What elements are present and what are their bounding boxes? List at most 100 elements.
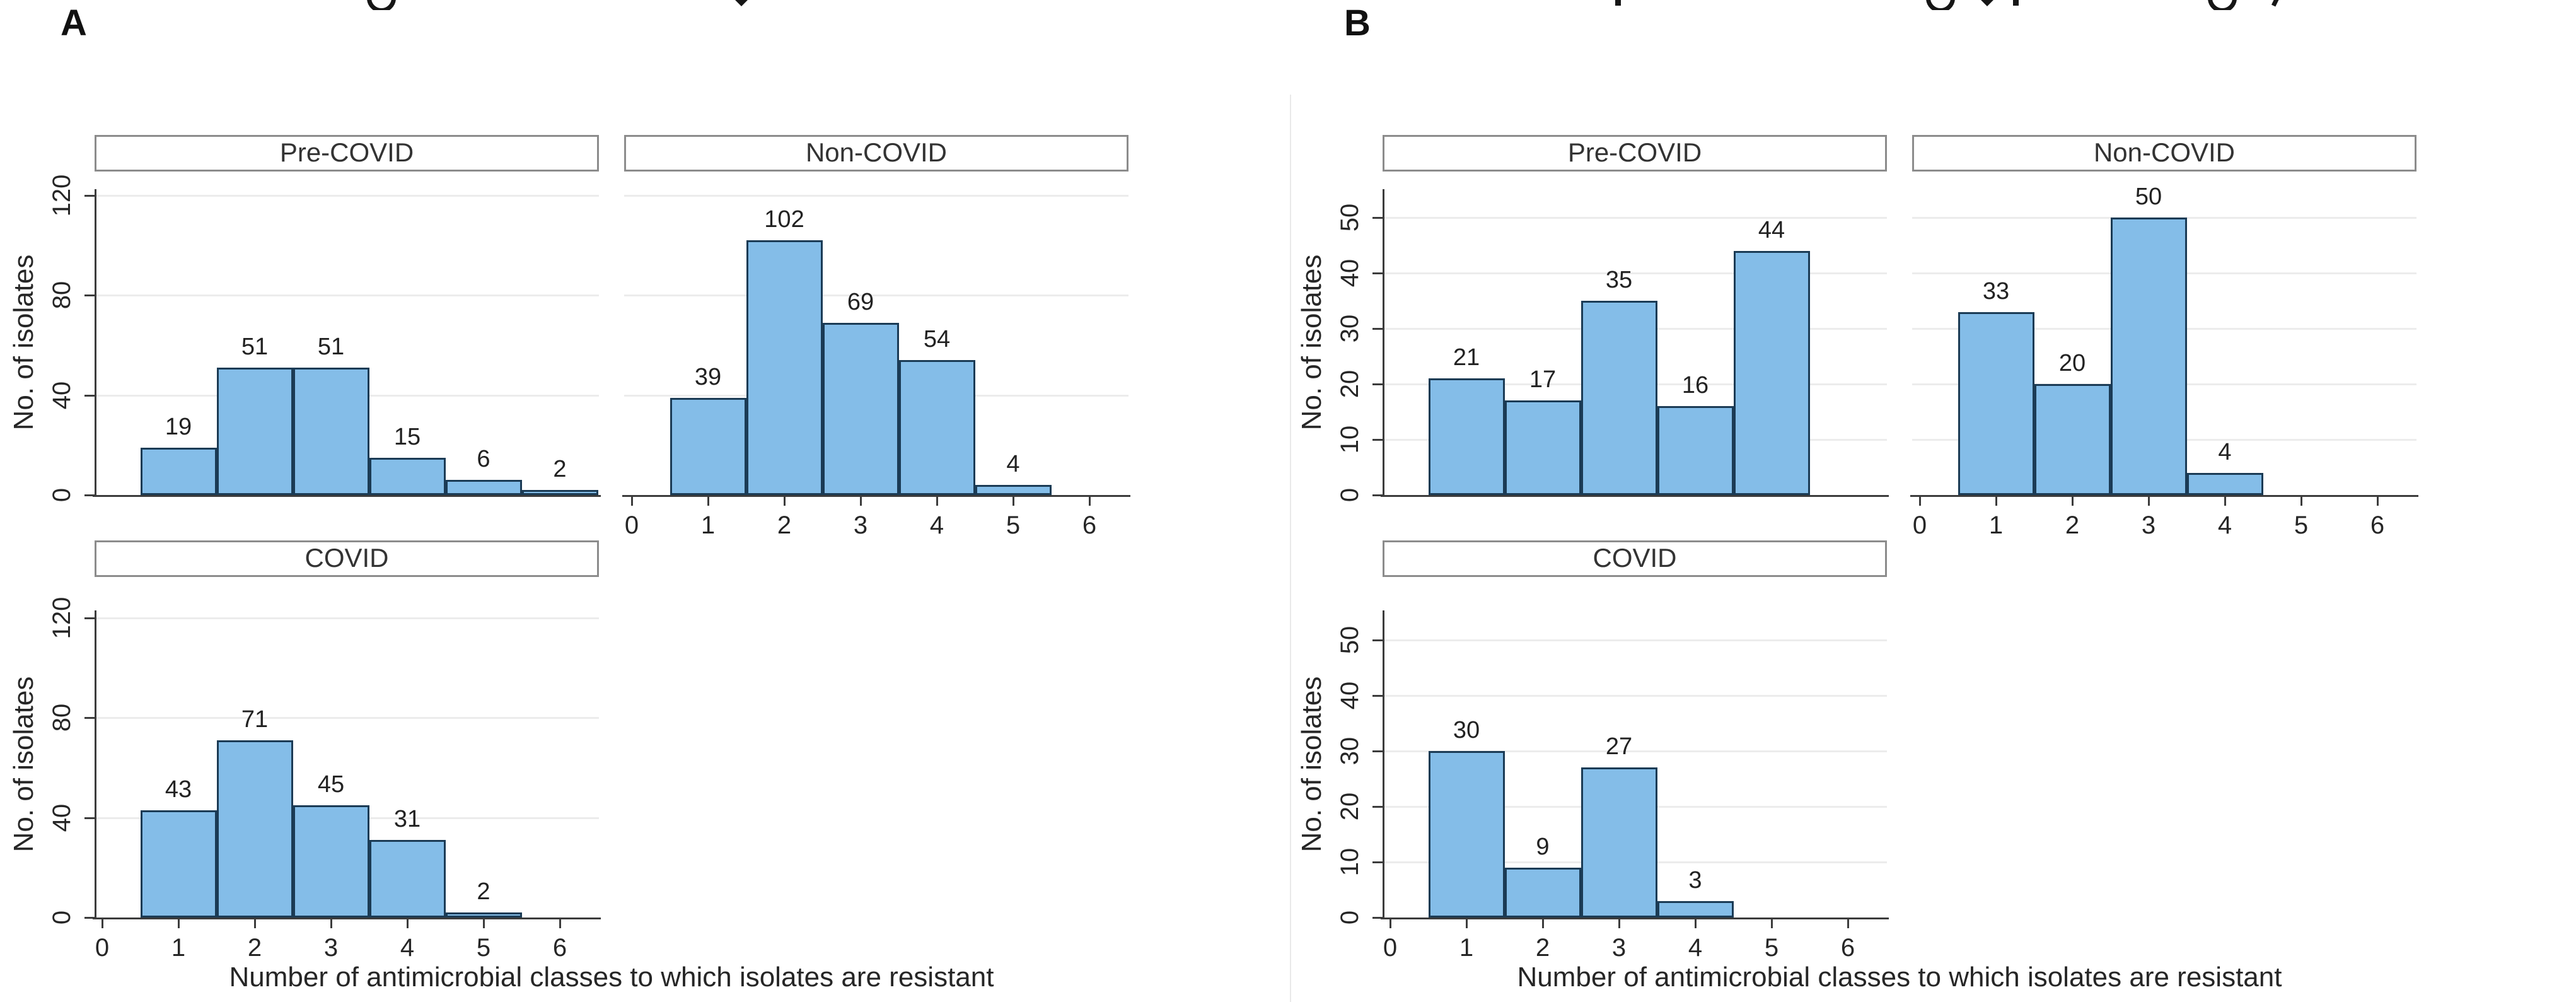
bar-value-label: 2 [477,878,490,906]
x-tick-label: 5 [1764,934,1779,962]
histogram-bar [1581,301,1657,495]
x-tick-label: 0 [1912,511,1927,539]
x-tick-mark [2300,497,2302,506]
bar-value-label: 3 [1688,866,1702,894]
y-tick-label: 0 [48,910,76,925]
histogram-bar [369,457,446,495]
x-tick-label: 3 [853,511,868,539]
facet-header: COVID [1383,540,1887,577]
y-tick-mark [1372,861,1383,863]
bar-value-label: 39 [694,363,722,390]
cropped-text-fragment [367,0,396,10]
bar-value-label: 9 [1536,833,1550,860]
facet-header: COVID [95,540,599,577]
y-axis-title: No. of isolates [8,254,39,430]
gridline [95,617,599,619]
x-tick-mark [2377,497,2379,506]
y-tick-label: 30 [1336,737,1364,766]
x-tick-label: 0 [95,934,110,962]
y-tick-label: 10 [1336,848,1364,877]
histogram-bar [140,447,217,495]
x-tick-label: 1 [1988,511,2004,539]
cropped-text-fragment [1976,0,1998,6]
x-axis-line [622,495,1130,497]
bar-value-label: 54 [923,326,951,353]
x-tick-mark [860,497,862,506]
y-tick-label: 10 [1336,425,1364,454]
x-tick-label: 0 [1383,934,1398,962]
cropped-text-fragment [2271,0,2282,7]
histogram-bar [898,360,975,495]
histogram-bar [2034,384,2111,495]
facet-header: Non-COVID [1912,135,2416,172]
x-tick-label: 4 [400,934,415,962]
panel-a-xaxis-title: Number of antimicrobial classes to which… [229,962,994,993]
histogram-bar [1504,867,1581,918]
gridline [95,294,599,297]
facet-header: Pre-COVID [1383,135,1887,172]
x-tick-mark [707,497,709,506]
x-tick-label: 5 [2294,511,2309,539]
y-tick-label: 40 [1336,259,1364,288]
histogram-bar [1733,250,1810,495]
gridline [95,195,599,197]
bar-value-label: 43 [165,776,192,803]
bar-value-label: 19 [165,413,192,440]
y-tick-mark [1372,383,1383,385]
gridline [624,294,1128,297]
x-tick-label: 5 [476,934,491,962]
y-axis-title: No. of isolates [1296,676,1327,852]
y-tick-mark [1372,750,1383,752]
histogram-bar [1958,312,2034,495]
bar-value-label: 30 [1453,717,1480,743]
bar-value-label: 20 [2058,350,2086,376]
x-tick-mark [178,919,180,928]
histogram-bar [1581,767,1657,918]
bar-value-label: 6 [477,446,490,473]
bar-value-label: 17 [1529,366,1557,393]
x-tick-label: 1 [171,934,186,962]
x-tick-label: 2 [247,934,262,962]
y-tick-mark [84,617,95,619]
gridline [95,717,599,719]
histogram-bar [521,490,598,495]
x-tick-label: 1 [1459,934,1474,962]
y-tick-label: 30 [1336,314,1364,343]
bar-value-label: 35 [1605,267,1633,293]
x-tick-mark [936,497,938,506]
bar-value-label: 2 [553,456,567,483]
histogram-bar [445,480,522,495]
panel-b-label: B [1344,3,1371,44]
gridline [1383,272,1887,274]
y-tick-label: 80 [48,704,76,732]
x-axis-line [1910,495,2418,497]
x-tick-label: 4 [929,511,944,539]
y-axis-title: No. of isolates [8,676,39,852]
gridline [1383,639,1887,641]
x-tick-mark [254,919,256,928]
x-tick-label: 6 [2370,511,2385,539]
x-axis-line [1381,918,1889,919]
histogram-bar [369,840,446,918]
x-tick-mark [2072,497,2074,506]
y-axis-line [1383,189,1384,497]
y-tick-label: 40 [48,803,76,832]
histogram-bar [216,740,293,918]
x-tick-mark [1390,919,1391,928]
histogram-bar [1504,400,1581,495]
cropped-title-fragments [0,0,2576,10]
bar-value-label: 44 [1758,216,1785,243]
x-axis-line [93,495,601,497]
x-axis-line [93,918,601,919]
bar-value-label: 27 [1605,733,1633,760]
histogram-bar [1657,406,1734,495]
y-axis-title: No. of isolates [1296,254,1327,430]
histogram-bar [746,240,823,495]
y-tick-label: 0 [1336,487,1364,503]
bar-value-label: 33 [1982,277,2010,305]
histogram-bar [2110,218,2187,495]
x-tick-label: 1 [700,511,716,539]
x-tick-mark [1847,919,1849,928]
histogram-bar [975,485,1052,495]
x-tick-label: 2 [2065,511,2080,539]
